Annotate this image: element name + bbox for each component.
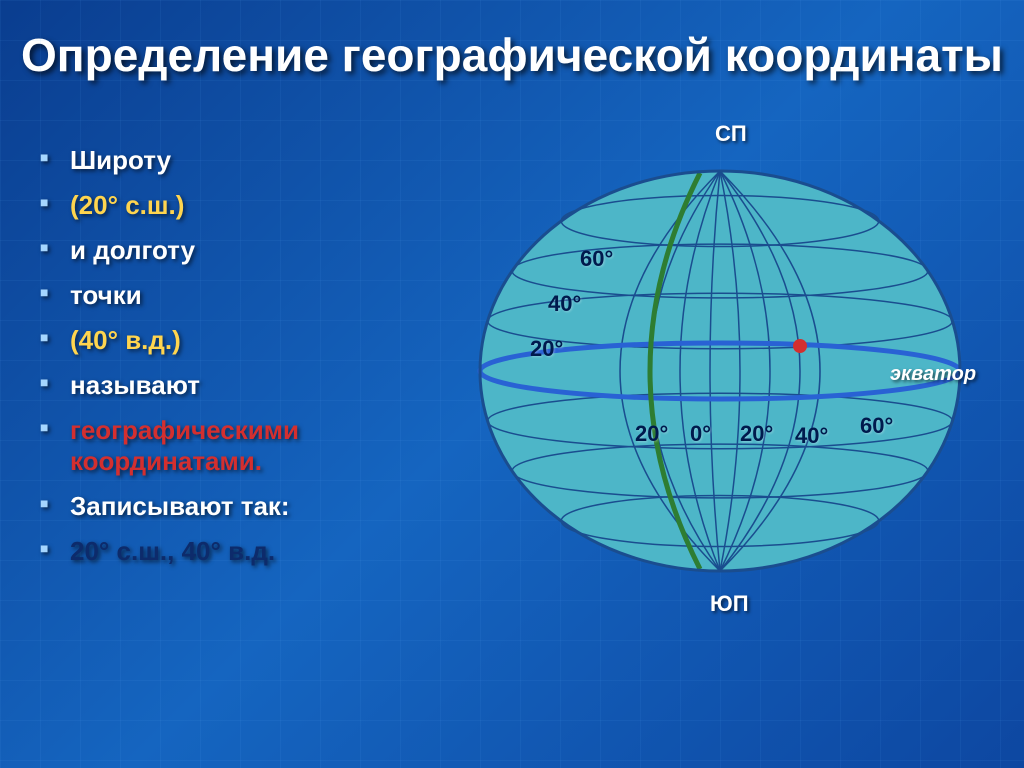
bullet-list: Широту (20° с.ш.) и долготу точки (40° в.д.)… bbox=[40, 111, 460, 631]
south-pole-label: ЮП bbox=[710, 591, 749, 617]
bullet-item: (20° с.ш.) bbox=[40, 190, 460, 221]
bullet-item: Широту bbox=[40, 145, 460, 176]
bullet-item: (40° в.д.) bbox=[40, 325, 460, 356]
bullet-item: Записывают так: bbox=[40, 491, 460, 522]
globe-diagram: СП ЮП экватор 20° 40° 60° 0° 20° 20° 40° 60° bbox=[460, 111, 984, 631]
longitude-label: 40° bbox=[795, 423, 828, 449]
longitude-label: 60° bbox=[860, 413, 893, 439]
longitude-label: 20° bbox=[635, 421, 668, 447]
page-title: Определение географической координаты bbox=[0, 0, 1024, 91]
latitude-label: 20° bbox=[530, 336, 563, 362]
bullet-item: называют bbox=[40, 370, 460, 401]
longitude-label: 0° bbox=[690, 421, 711, 447]
latitude-label: 60° bbox=[580, 246, 613, 272]
north-pole-label: СП bbox=[715, 121, 747, 147]
bullet-item: точки bbox=[40, 280, 460, 311]
content-row: Широту (20° с.ш.) и долготу точки (40° в.д.)… bbox=[0, 91, 1024, 651]
bullet-item: географическими координатами. bbox=[40, 415, 460, 477]
equator-label: экватор bbox=[890, 363, 976, 386]
bullet-item: и долготу bbox=[40, 235, 460, 266]
bullet-item: 20° с.ш., 40° в.д. bbox=[40, 536, 460, 567]
longitude-label: 20° bbox=[740, 421, 773, 447]
latitude-label: 40° bbox=[548, 291, 581, 317]
